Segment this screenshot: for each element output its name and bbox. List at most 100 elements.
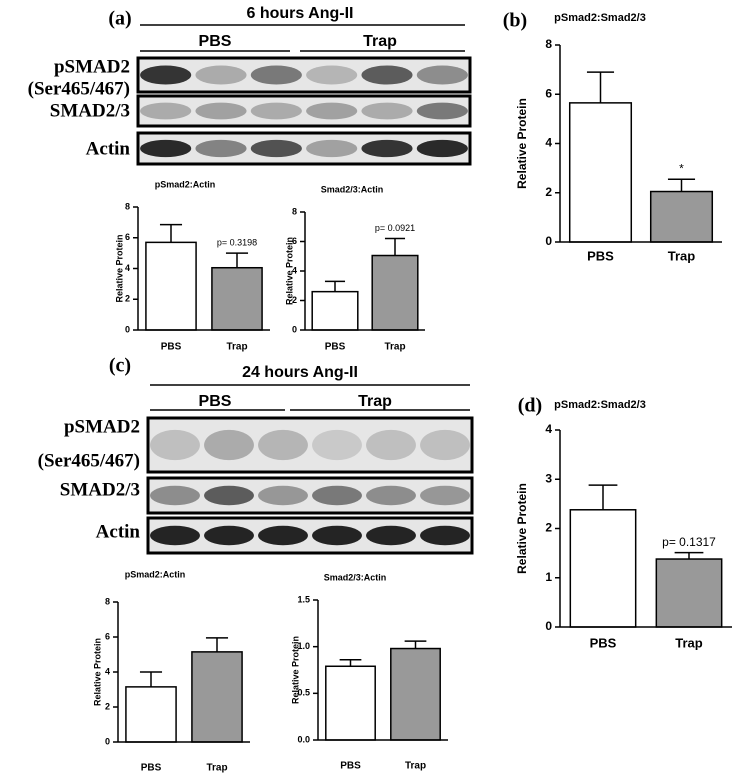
y-tick-label: 2 bbox=[545, 185, 552, 199]
blot-header: 24 hours Ang-II bbox=[242, 364, 358, 381]
bar bbox=[311, 290, 359, 331]
blot-band bbox=[361, 139, 413, 158]
blot-band bbox=[420, 429, 470, 461]
blot-band bbox=[306, 102, 358, 120]
y-tick-label: 3 bbox=[545, 471, 552, 485]
y-tick-label: 1.5 bbox=[297, 594, 310, 604]
bar bbox=[325, 665, 376, 741]
blot-row-label: SMAD2/3 bbox=[50, 100, 130, 121]
y-axis-label: Relative Protein bbox=[92, 638, 102, 706]
blot-strip bbox=[146, 516, 474, 555]
blot-band bbox=[366, 525, 416, 546]
blot-band bbox=[312, 485, 362, 506]
x-tick-label: Trap bbox=[675, 635, 703, 650]
x-tick-label: PBS bbox=[590, 635, 617, 650]
y-tick-label: 4 bbox=[105, 666, 110, 676]
y-tick-label: 2 bbox=[545, 521, 552, 535]
y-tick-label: 0.0 bbox=[297, 734, 310, 744]
blot-band bbox=[366, 429, 416, 461]
x-tick-label: Trap bbox=[226, 342, 247, 353]
y-tick-label: 1.0 bbox=[297, 641, 310, 651]
blot-strip bbox=[146, 476, 474, 515]
blot-row-label: (Ser465/467) bbox=[28, 78, 130, 99]
y-tick-label: 2 bbox=[105, 701, 110, 711]
y-tick-label: 1 bbox=[545, 570, 552, 584]
panel-label: (b) bbox=[503, 10, 527, 32]
x-tick-label: PBS bbox=[325, 342, 346, 353]
group-label: Trap bbox=[363, 33, 397, 50]
annotation: p= 0.0921 bbox=[375, 223, 415, 233]
blot-band bbox=[420, 485, 470, 506]
blot-row-label: (Ser465/467) bbox=[38, 450, 140, 471]
blot-band bbox=[420, 525, 470, 546]
blot-band bbox=[312, 429, 362, 461]
blot-strip bbox=[136, 56, 472, 94]
group-label: Trap bbox=[358, 393, 392, 410]
blot-strip bbox=[146, 416, 474, 474]
x-tick-label: PBS bbox=[141, 763, 162, 774]
blot-band bbox=[258, 485, 308, 506]
x-tick-label: Trap bbox=[405, 761, 426, 772]
x-tick-label: PBS bbox=[161, 342, 182, 353]
blot-band bbox=[204, 525, 254, 546]
y-axis-label: Relative Protein bbox=[114, 234, 124, 302]
group-label: PBS bbox=[199, 33, 232, 50]
blot-band bbox=[366, 485, 416, 506]
annotation: p= 0.1317 bbox=[662, 535, 716, 549]
blot-band bbox=[204, 429, 254, 461]
y-tick-label: 2 bbox=[292, 295, 297, 305]
bar bbox=[390, 647, 441, 741]
x-tick-label: Trap bbox=[206, 763, 227, 774]
chart-title: Smad2/3:Actin bbox=[324, 572, 387, 582]
blot-row-label: pSMAD2 bbox=[54, 56, 130, 77]
blot-band bbox=[195, 102, 247, 120]
blot-band bbox=[361, 102, 413, 120]
blot-band bbox=[150, 485, 200, 506]
y-tick-label: 0 bbox=[105, 736, 110, 746]
blot-band bbox=[250, 139, 302, 158]
blot-band bbox=[250, 65, 302, 85]
panel-label: (a) bbox=[108, 8, 131, 30]
y-tick-label: 4 bbox=[545, 422, 552, 436]
chart-title: pSmad2:Smad2/3 bbox=[554, 12, 646, 24]
bar bbox=[569, 509, 637, 628]
blot-band bbox=[140, 102, 192, 120]
blot-strip bbox=[136, 94, 472, 128]
panel-label: (c) bbox=[109, 355, 131, 377]
bar bbox=[211, 266, 263, 331]
x-tick-label: Trap bbox=[668, 248, 696, 263]
blot-band bbox=[258, 429, 308, 461]
x-tick-label: Trap bbox=[384, 342, 405, 353]
y-tick-label: 6 bbox=[292, 236, 297, 246]
chart-title: pSmad2:Actin bbox=[125, 569, 186, 579]
bar bbox=[191, 651, 243, 743]
panel-label: (d) bbox=[518, 395, 542, 417]
y-tick-label: 0 bbox=[125, 324, 130, 334]
y-tick-label: 0 bbox=[545, 619, 552, 633]
y-tick-label: 4 bbox=[292, 265, 297, 275]
blot-band bbox=[150, 525, 200, 546]
blot-row-label: SMAD2/3 bbox=[60, 479, 140, 500]
x-tick-label: PBS bbox=[340, 761, 361, 772]
blot-band bbox=[361, 65, 413, 85]
chart-title: Smad2/3:Actin bbox=[321, 184, 384, 194]
blot-band bbox=[140, 139, 192, 158]
blot-header: 6 hours Ang-II bbox=[247, 5, 354, 22]
y-tick-label: 6 bbox=[105, 631, 110, 641]
bar bbox=[649, 190, 714, 243]
y-tick-label: 4 bbox=[125, 263, 130, 273]
blot-band bbox=[306, 139, 358, 158]
blot-strip bbox=[136, 131, 472, 166]
blot-band bbox=[416, 102, 468, 120]
y-tick-label: 0.5 bbox=[297, 688, 310, 698]
blot-band bbox=[416, 139, 468, 158]
blot-band bbox=[250, 102, 302, 120]
y-tick-label: 0 bbox=[545, 234, 552, 248]
blot-row-label: Actin bbox=[86, 138, 131, 159]
chart-title: pSmad2:Actin bbox=[155, 179, 216, 189]
y-tick-label: 6 bbox=[125, 232, 130, 242]
blot-band bbox=[195, 65, 247, 85]
y-tick-label: 0 bbox=[292, 324, 297, 334]
blot-band bbox=[258, 525, 308, 546]
